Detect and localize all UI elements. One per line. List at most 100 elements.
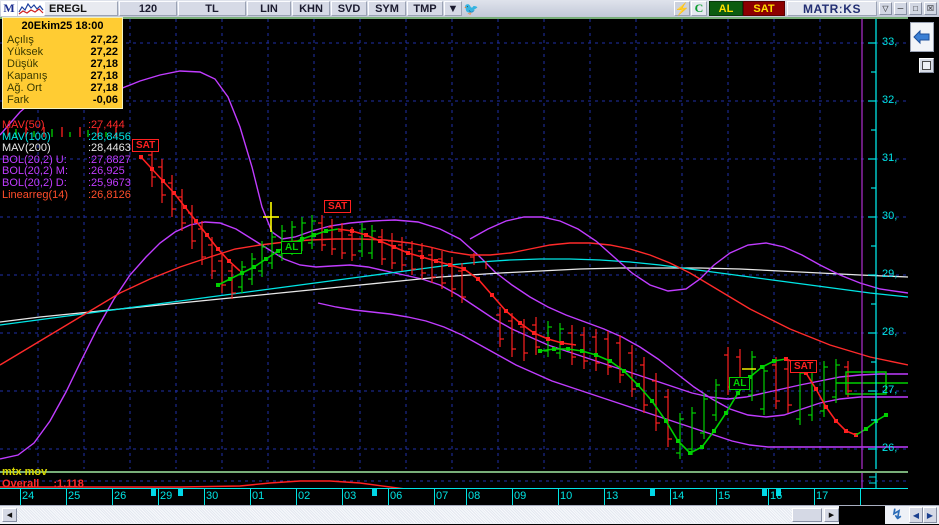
ohlc-info-panel: 20Ekim25 18:00 Açılış 27,22 Yüksek 27,22 D… (2, 17, 123, 109)
subpane-overall-value: :1.118 (53, 478, 84, 490)
scroll-track[interactable] (17, 507, 792, 523)
date-tick-label: 06 (390, 490, 403, 502)
price-tick-label: 28, (882, 326, 898, 338)
step-back-button[interactable]: ◀ (909, 507, 923, 523)
signal-sat-2[interactable]: SAT (324, 200, 352, 213)
top-toolbar: M EREGL 120 TL LIN KHN SVD SYM TMP ▼ 🐦 ⚡… (0, 0, 939, 18)
khn-button[interactable]: KHN (292, 1, 330, 16)
ohlc-label: Fark (7, 94, 29, 106)
currency-button[interactable]: TL (178, 1, 246, 16)
legend-label: BOL(20,2) D: (2, 176, 67, 189)
signal-sat-3[interactable]: SAT (790, 360, 818, 373)
legend-value: :26,8126 (88, 188, 131, 201)
indicator-legend: MAV(50) :27,444 MAV(100) :28,8456 MAV(200)… (2, 119, 131, 202)
scroll-thumb[interactable] (792, 508, 822, 522)
sell-button[interactable]: SAT (743, 1, 785, 16)
chart-svg (0, 17, 908, 505)
legend-item-bol-upper: BOL(20,2) U::27,8827 (2, 153, 131, 167)
panel-toggle-button[interactable] (919, 58, 934, 73)
ohlc-label: Açılış (7, 34, 34, 46)
chevron-down-icon[interactable]: ▼ (444, 1, 462, 16)
date-tick-label: 01 (252, 490, 265, 502)
ohlc-row-low: Düşük 27,18 (6, 58, 119, 70)
ohlc-row-close: Kapanış 27,18 (6, 70, 119, 82)
price-axis-labels: 33, 32, 31, 30, 29, 28, 27, 26, (882, 17, 908, 472)
buy-button[interactable]: AL (709, 1, 743, 16)
subpane-overall: Overall:1.118 (2, 478, 84, 490)
window-maximize-button[interactable]: □ (909, 2, 922, 15)
ohlc-datetime: 20Ekim25 18:00 (21, 20, 104, 32)
symbol-field[interactable]: EREGL (44, 1, 118, 16)
ohlc-row-high: Yüksek 27,22 (6, 46, 119, 58)
twitter-icon[interactable]: 🐦 (463, 1, 479, 16)
legend-value: :28,8456 (88, 130, 131, 143)
tmp-button[interactable]: TMP (407, 1, 443, 16)
matriks-footer-icon[interactable]: ↯ (885, 506, 909, 524)
ohlc-value: 27,18 (90, 70, 118, 82)
bollinger-upper-early (469, 216, 908, 294)
back-arrow-button[interactable] (910, 22, 934, 52)
last-price-box (845, 371, 887, 395)
scroll-right-button[interactable]: ▶ (824, 508, 839, 522)
ohlc-value: -0,06 (92, 94, 118, 106)
left-arrow-icon (913, 29, 930, 45)
crosshair-marker (263, 202, 279, 232)
price-tick-label: 33, (882, 36, 898, 48)
bollinger-lower-line (317, 302, 908, 448)
legend-value: :28,4463 (88, 142, 131, 155)
price-tick-label: 29, (882, 268, 898, 280)
window-minimize-button[interactable]: ▽ (879, 2, 892, 15)
date-tick-label: 16 (770, 490, 783, 502)
window-close-button[interactable]: ☒ (924, 2, 937, 15)
refresh-icon[interactable]: C (691, 1, 707, 16)
linearreg-line (139, 155, 888, 455)
date-tick-label: 13 (606, 490, 619, 502)
period-button[interactable]: 120 (119, 1, 177, 16)
legend-label: BOL(20,2) M: (2, 165, 69, 178)
legend-value: :25,9673 (88, 176, 131, 189)
scale-button[interactable]: LIN (247, 1, 291, 16)
ohlc-value: 27,22 (90, 46, 118, 58)
date-tick-label: 02 (298, 490, 311, 502)
sym-button[interactable]: SYM (368, 1, 406, 16)
window-restore-button[interactable]: ─ (894, 2, 907, 15)
date-tick-label: 14 (672, 490, 685, 502)
date-tick-label: 10 (560, 490, 573, 502)
ohlc-row-change: Fark -0,06 (6, 94, 119, 106)
ohlc-label: Düşük (7, 58, 39, 70)
right-edge-panel (908, 17, 939, 505)
ohlc-value: 27,18 (90, 82, 118, 94)
legend-value: :27,8827 (88, 153, 131, 166)
signal-al-2[interactable]: AL (729, 377, 751, 390)
ohlc-label: Kapanış (7, 70, 48, 82)
ohlc-value: 27,18 (90, 58, 118, 70)
legend-label: MAV(50) (2, 119, 45, 131)
date-tick-label: 15 (718, 490, 731, 502)
legend-item-linearreg: Linearreg(14) :26,8126 (2, 188, 131, 202)
chart-canvas[interactable]: SAT SAT AL AL SAT 33, 32, 31, 30, 29, 28… (0, 17, 908, 505)
legend-value: :27,444 (88, 119, 125, 131)
date-tick-label: 09 (514, 490, 527, 502)
date-tick-label: 30 (206, 490, 219, 502)
svd-button[interactable]: SVD (331, 1, 367, 16)
step-forward-button[interactable]: ▶ (923, 507, 937, 523)
lightning-icon[interactable]: ⚡ (674, 1, 690, 16)
header-ticks (15, 129, 107, 137)
matriks-logo-icon: M (1, 1, 17, 16)
date-tick-label: 25 (68, 490, 81, 502)
legend-item-mav200: MAV(200):28,4463 (2, 143, 131, 155)
grid-horizontal (0, 42, 908, 450)
legend-label: Linearreg(14) (2, 188, 69, 201)
scroll-left-button[interactable]: ◀ (2, 508, 17, 522)
mav50-line (0, 238, 908, 366)
subpane-title: mtx mov (2, 466, 48, 478)
ohlc-label: Ağ. Ort (7, 82, 42, 94)
signal-sat-1[interactable]: SAT (132, 139, 160, 152)
legend-label: MAV(100) (2, 130, 51, 143)
horizontal-scrollbar[interactable]: ◀ ▶ ↯ ◀ ▶ (0, 505, 939, 525)
signal-al-1[interactable]: AL (281, 241, 303, 254)
date-tick-label: 03 (344, 490, 357, 502)
ohlc-row-vwap: Ağ. Ort 27,18 (6, 82, 119, 94)
legend-item-bol-lower: BOL(20,2) D: :25,9673 (2, 176, 131, 190)
